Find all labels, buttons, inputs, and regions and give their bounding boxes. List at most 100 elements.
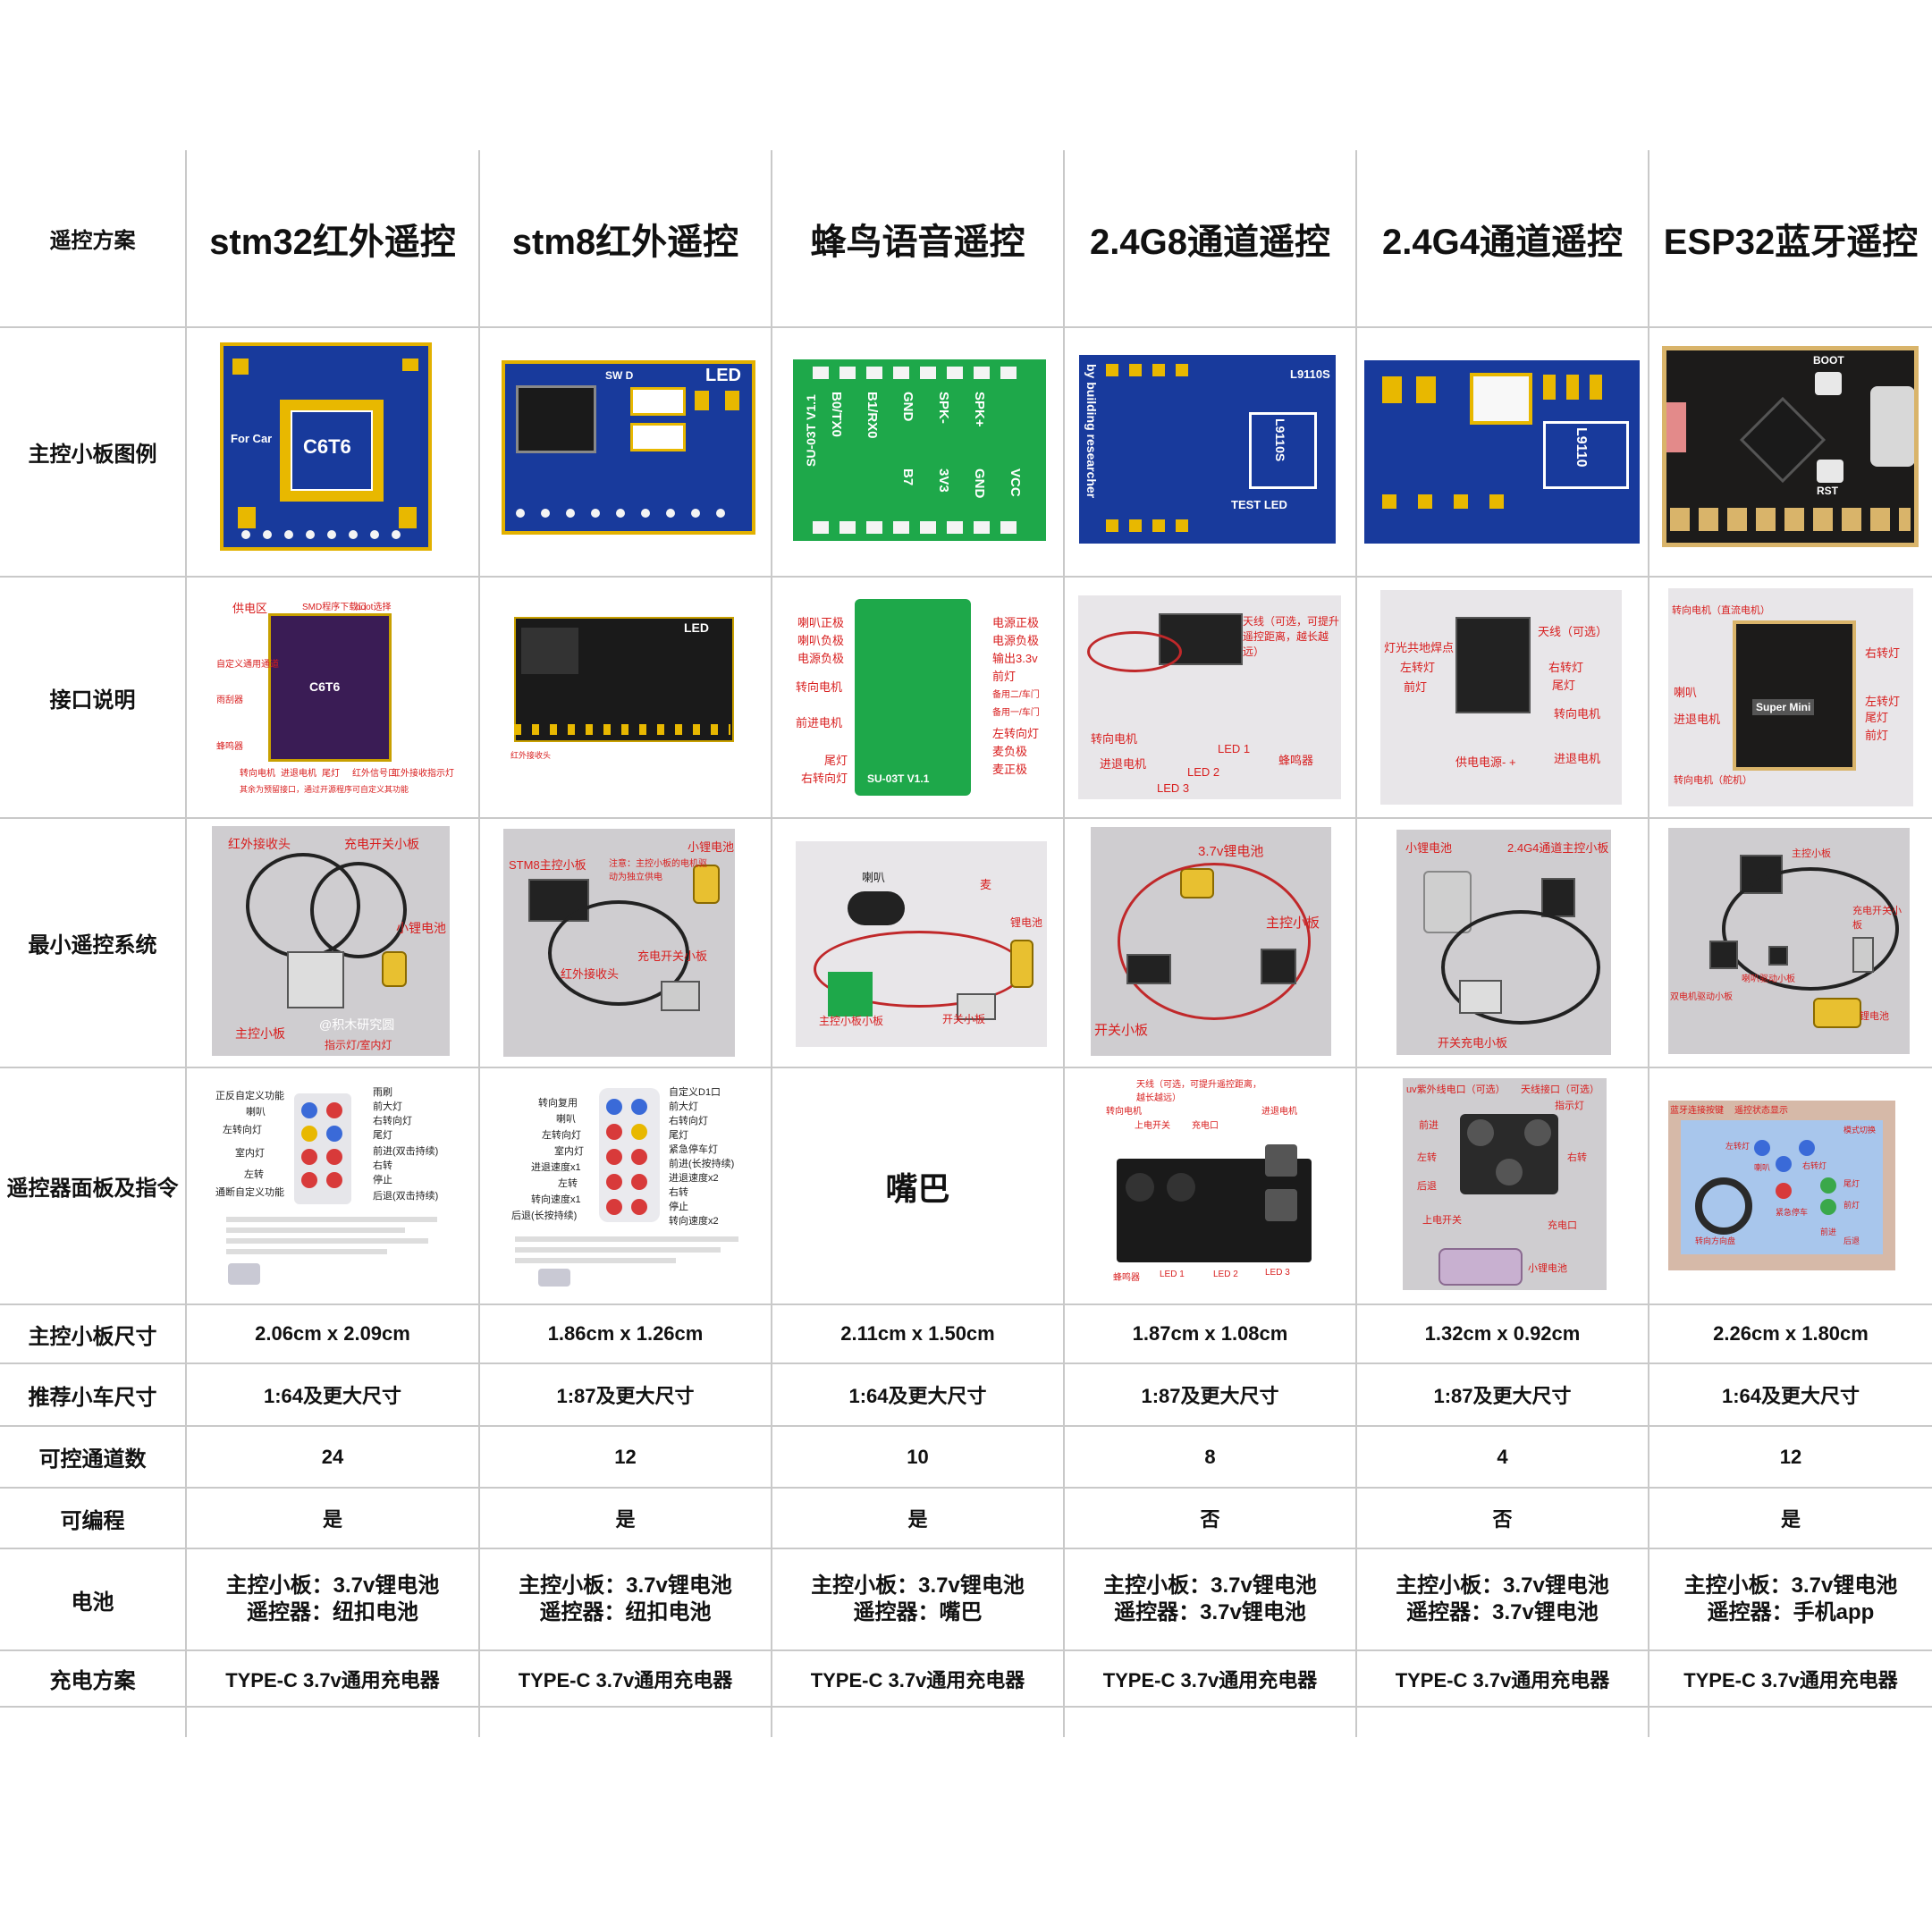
grid-line bbox=[0, 1487, 1932, 1489]
charging-24g8: TYPE-C 3.7v通用充电器 bbox=[1102, 1668, 1318, 1692]
su03t-board-image: SU-03T V1.1 B0/TX0 B1/RX0 GND SPK- SPK+ … bbox=[793, 359, 1046, 541]
row-label-remote-panel: 遥控器面板及指令 bbox=[6, 1177, 179, 1201]
grid-line bbox=[478, 150, 480, 1737]
car-size-stm32: 1:64及更大尺寸 bbox=[263, 1385, 402, 1407]
maker-label: by building researcher bbox=[1084, 364, 1099, 499]
row-label-interface: 接口说明 bbox=[49, 688, 136, 713]
channels-stm32: 24 bbox=[321, 1445, 344, 1468]
g4-min-system-photo: 小锂电池 2.4G4通道主控小板 开关充电小板 bbox=[1396, 830, 1611, 1055]
row-label-car-size: 推荐小车尺寸 bbox=[28, 1385, 157, 1410]
scheme-header-24g8: 2.4G8通道遥控 bbox=[1090, 222, 1330, 262]
battery-main: 主控小板：3.7v锂电池 bbox=[225, 1573, 440, 1598]
battery-24g8: 主控小板：3.7v锂电池 遥控器：3.7v锂电池 bbox=[1065, 1549, 1355, 1649]
g4-board-image: L9110 bbox=[1364, 360, 1640, 544]
charging-esp32: TYPE-C 3.7v通用充电器 bbox=[1683, 1668, 1898, 1692]
voice-min-system-photo: 喇叭 麦 锂电池 主控小板小板 开关小板 bbox=[796, 841, 1047, 1047]
charging-24g4: TYPE-C 3.7v通用充电器 bbox=[1395, 1668, 1610, 1692]
header-label: 遥控方案 bbox=[49, 229, 136, 253]
battery-remote: 遥控器：3.7v锂电池 bbox=[1406, 1600, 1599, 1624]
charging-stm32: TYPE-C 3.7v通用充电器 bbox=[225, 1668, 440, 1692]
row-label-programmable: 可编程 bbox=[60, 1508, 125, 1533]
battery-main: 主控小板：3.7v锂电池 bbox=[1683, 1573, 1898, 1598]
battery-main: 主控小板：3.7v锂电池 bbox=[811, 1573, 1025, 1598]
board-size-24g4: 1.32cm x 0.92cm bbox=[1424, 1322, 1581, 1345]
esp32-remote-panel: 蓝牙连接按键 遥控状态显示 左转灯 右转灯 喇叭 尾灯 前灯 转向方向盘 紧急停… bbox=[1668, 1101, 1895, 1270]
row-label-board-image: 主控小板图例 bbox=[28, 443, 157, 467]
scheme-header-stm8: stm8红外遥控 bbox=[511, 222, 739, 262]
stm8-interface-diagram: LED 红外接收头 bbox=[509, 599, 746, 773]
led-label: LED bbox=[705, 366, 741, 385]
g8-min-system-photo: 3.7v锂电池 主控小板 开关小板 bbox=[1091, 827, 1331, 1056]
stm32-interface-diagram: C6T6 供电区 SMD程序下载口 boot选择 自定义通用通道 雨刮器 蜂鸣器… bbox=[213, 594, 468, 801]
scheme-header-stm32: stm32红外遥控 bbox=[209, 222, 456, 262]
g8-board-image: by building researcher L9110S L9110S TES… bbox=[1079, 355, 1336, 544]
battery-24g4: 主控小板：3.7v锂电池 遥控器：3.7v锂电池 bbox=[1357, 1549, 1648, 1649]
scheme-header-esp32: ESP32蓝牙遥控 bbox=[1663, 222, 1919, 262]
rst-label: RST bbox=[1817, 485, 1838, 497]
driver-chip: L9110S bbox=[1249, 412, 1317, 489]
battery-main: 主控小板：3.7v锂电池 bbox=[1396, 1573, 1609, 1598]
programmable-stm32: 是 bbox=[322, 1508, 342, 1531]
esp32-board-image: BOOT RST bbox=[1662, 346, 1919, 547]
g4-remote-panel: uv紫外线电口（可选） 天线接口（可选） 指示灯 前进 左转 后退 上电开关 右… bbox=[1403, 1078, 1607, 1290]
stm8-min-system-photo: STM8主控小板 小锂电池 注意：主控小板的电机驱动为独立供电 红外接收头 充电… bbox=[503, 829, 735, 1057]
stm32-min-system-photo: 红外接收头 充电开关小板 小锂电池 主控小板 指示灯/室内灯 @积木研究圆 bbox=[212, 826, 450, 1056]
battery-remote: 遥控器：3.7v锂电池 bbox=[1114, 1600, 1306, 1624]
battery-remote: 遥控器：纽扣电池 bbox=[539, 1600, 712, 1624]
channels-24g4: 4 bbox=[1497, 1445, 1508, 1468]
grid-line bbox=[0, 1706, 1932, 1708]
battery-remote: 遥控器：嘴巴 bbox=[853, 1600, 983, 1624]
programmable-24g4: 否 bbox=[1492, 1508, 1513, 1531]
row-label-channels: 可控通道数 bbox=[38, 1447, 147, 1472]
grid-line bbox=[1063, 150, 1065, 1737]
board-size-24g8: 1.87cm x 1.08cm bbox=[1132, 1322, 1288, 1345]
programmable-24g8: 否 bbox=[1200, 1508, 1220, 1531]
battery-remote: 遥控器：手机app bbox=[1707, 1600, 1875, 1624]
grid-line bbox=[1355, 150, 1357, 1737]
g8-remote-panel: 天线（可选，可提升遥控距离，越长越远） 转向电机 上电开关 充电口 进退电机 蜂… bbox=[1104, 1073, 1323, 1286]
forcar-label: For Car bbox=[231, 432, 273, 445]
grid-line bbox=[1648, 150, 1649, 1737]
driver-chip: L9110 bbox=[1543, 421, 1629, 489]
mcu-chip bbox=[1739, 396, 1827, 484]
row-label-board-size: 主控小板尺寸 bbox=[28, 1324, 157, 1349]
board-size-voice: 2.11cm x 1.50cm bbox=[840, 1322, 995, 1345]
mcu-chip bbox=[516, 385, 596, 453]
battery-stm8: 主控小板：3.7v锂电池 遥控器：纽扣电池 bbox=[480, 1549, 771, 1649]
grid-line bbox=[0, 1649, 1932, 1651]
board-size-stm8: 1.86cm x 1.26cm bbox=[547, 1322, 704, 1345]
voice-remote-label: 嘴巴 bbox=[885, 1169, 950, 1207]
car-size-esp32: 1:64及更大尺寸 bbox=[1721, 1385, 1860, 1407]
esp32-min-system-photo: 主控小板 充电开关小板 双电机驱动小板 喇叭驱动小板 锂电池 bbox=[1668, 828, 1910, 1054]
programmable-stm8: 是 bbox=[615, 1508, 636, 1531]
car-size-voice: 1:64及更大尺寸 bbox=[848, 1385, 987, 1407]
programmable-voice: 是 bbox=[907, 1508, 928, 1531]
scheme-header-voice: 蜂鸟语音遥控 bbox=[810, 222, 1025, 262]
grid-line bbox=[0, 1303, 1932, 1305]
channels-voice: 10 bbox=[907, 1445, 929, 1468]
channels-esp32: 12 bbox=[1779, 1445, 1802, 1468]
row-label-min-system: 最小遥控系统 bbox=[28, 933, 157, 958]
row-label-charging: 充电方案 bbox=[49, 1669, 136, 1693]
stm8-board-image: SW D LED bbox=[502, 360, 755, 535]
stm32-board-image: C6T6 For Car bbox=[220, 342, 432, 551]
swd-label: SW D bbox=[605, 369, 634, 382]
battery-stm32: 主控小板：3.7v锂电池 遥控器：纽扣电池 bbox=[187, 1549, 478, 1649]
car-size-24g8: 1:87及更大尺寸 bbox=[1141, 1385, 1279, 1407]
car-size-24g4: 1:87及更大尺寸 bbox=[1433, 1385, 1572, 1407]
channels-stm8: 12 bbox=[614, 1445, 637, 1468]
charging-voice: TYPE-C 3.7v通用充电器 bbox=[810, 1668, 1025, 1692]
g8-interface-diagram: 天线（可选，可提升遥控距离，越长越远） 转向电机 进退电机 LED 1 LED … bbox=[1078, 595, 1341, 799]
grid-line bbox=[0, 1425, 1932, 1427]
battery-esp32: 主控小板：3.7v锂电池 遥控器：手机app bbox=[1649, 1549, 1932, 1649]
esp32-interface-diagram: Super Mini 转向电机（直流电机） 右转灯 喇叭 进退电机 左转灯 尾灯… bbox=[1668, 588, 1913, 806]
grid-line bbox=[0, 576, 1932, 578]
battery-remote: 遥控器：纽扣电池 bbox=[247, 1600, 418, 1624]
grid-line bbox=[0, 326, 1932, 328]
battery-voice: 主控小板：3.7v锂电池 遥控器：嘴巴 bbox=[772, 1549, 1063, 1649]
scheme-header-24g4: 2.4G4通道遥控 bbox=[1382, 222, 1623, 262]
pin-row-top: B0/TX0 bbox=[829, 392, 844, 437]
su03t-interface-diagram: SU-03T V1.1 喇叭正极 喇叭负极 电源负极 转向电机 前进电机 尾灯 … bbox=[774, 594, 1059, 801]
row-label-battery: 电池 bbox=[71, 1590, 114, 1615]
